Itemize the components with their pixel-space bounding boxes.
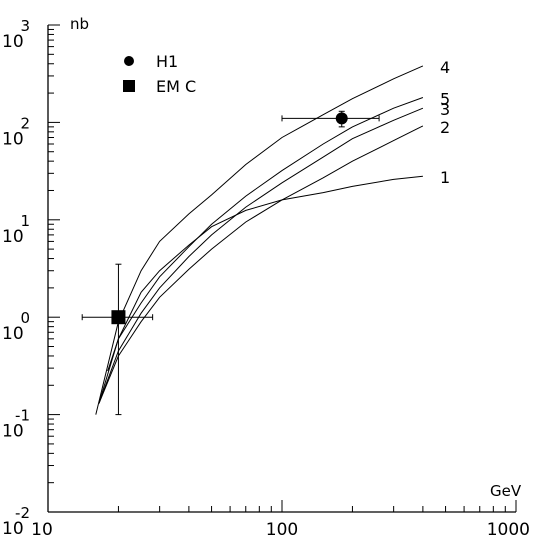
y-tick-label: 10 xyxy=(2,324,24,344)
curve-1 xyxy=(107,175,423,372)
y-tick-exponent: 1 xyxy=(20,212,30,230)
y-axis-label: nb xyxy=(70,15,89,33)
legend-label-emc: EM C xyxy=(156,77,196,96)
y-tick-label: 10 xyxy=(2,422,24,442)
y-tick-exponent: 3 xyxy=(20,17,30,35)
x-tick-label: 10 xyxy=(31,520,53,540)
x-axis-label: GeV xyxy=(490,482,522,500)
x-tick-label: 100 xyxy=(266,520,298,540)
legend-marker-square xyxy=(123,80,135,92)
curve-5 xyxy=(98,97,424,404)
curve-label-4: 4 xyxy=(440,58,450,77)
curve-label-3: 3 xyxy=(440,100,450,119)
y-tick-label: 10 xyxy=(2,129,24,149)
legend-marker-circle xyxy=(124,56,134,66)
data-point-emc xyxy=(111,310,126,325)
curve-3 xyxy=(98,107,424,404)
y-tick-exponent: 0 xyxy=(20,309,30,327)
curve-label-5: 5 xyxy=(440,90,450,109)
data-point-h1 xyxy=(335,112,348,125)
y-tick-exponent: -2 xyxy=(15,504,30,522)
curve-2 xyxy=(98,125,424,404)
y-tick-label: 10 xyxy=(2,519,24,539)
theory-curves: 1 235 4 xyxy=(95,58,450,415)
y-tick-exponent: 2 xyxy=(20,114,30,132)
y-tick-label: 10 xyxy=(2,32,24,52)
legend: H1 EM C xyxy=(123,52,196,96)
x-axis-ticks: 10 100 1000 xyxy=(31,500,530,540)
y-tick-label: 10 xyxy=(2,227,24,247)
curve-label-2: 2 xyxy=(440,118,450,137)
experimental-points xyxy=(81,110,380,416)
legend-label-h1: H1 xyxy=(156,52,178,71)
curve-4 xyxy=(95,65,424,415)
y-tick-exponent: -1 xyxy=(15,407,30,425)
x-tick-label: 1000 xyxy=(487,520,530,540)
curve-label-1: 1 xyxy=(440,168,450,187)
